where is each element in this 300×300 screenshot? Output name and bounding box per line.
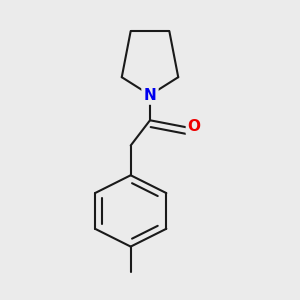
Text: O: O: [188, 119, 200, 134]
Text: N: N: [144, 88, 156, 103]
